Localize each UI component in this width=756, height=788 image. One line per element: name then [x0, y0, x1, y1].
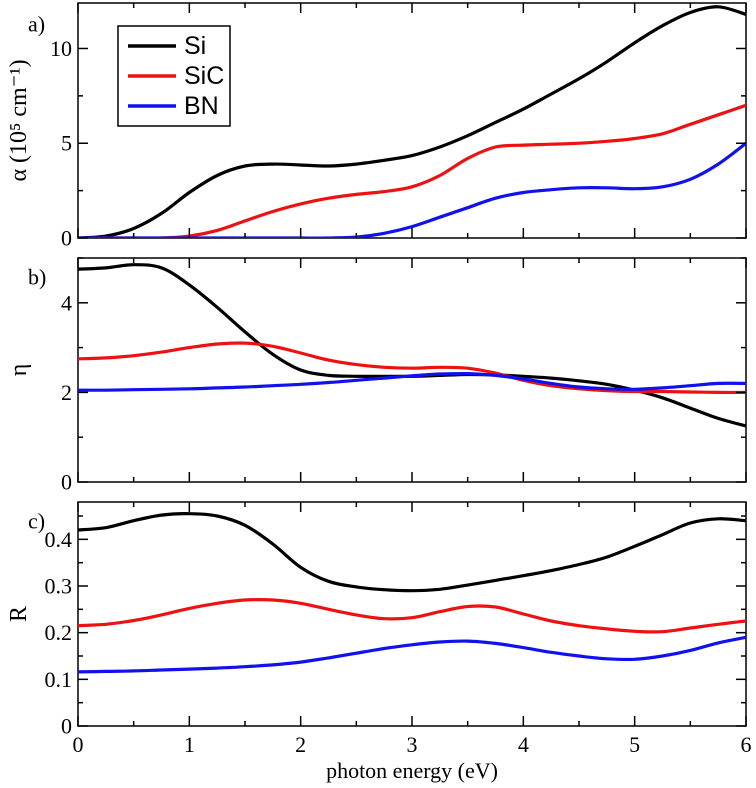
- legend-label-sic: SiC: [184, 62, 224, 90]
- panel-c: 0 0.1 0.2 0.3 0.4 0 1 2 3 4 5 6 c) R: [6, 501, 752, 757]
- panel-c-series: [78, 512, 746, 674]
- x-tick-label: 1: [184, 732, 195, 757]
- legend-label-bn: BN: [184, 92, 219, 120]
- x-axis-title: photon energy (eV): [326, 758, 498, 783]
- panel-a: 0 5 10 a) α (10⁵ cm⁻¹) Si SiC BN: [6, 2, 747, 251]
- panel-b-y-axis: 0 2 4: [61, 257, 746, 495]
- x-tick-label: 0: [73, 732, 84, 757]
- panel-a-y-tick-label: 10: [50, 36, 72, 61]
- x-tick-label: 5: [629, 732, 640, 757]
- panel-b-series-bn: [78, 371, 746, 392]
- panel-b-series-sic: [78, 341, 746, 395]
- panel-a-series-si: [78, 5, 746, 238]
- panel-c-y-axis: 0 0.1 0.2 0.3 0.4: [45, 515, 746, 739]
- panel-a-series: [78, 5, 746, 238]
- legend: Si SiC BN: [117, 25, 231, 127]
- legend-box: [117, 25, 231, 127]
- x-tick-label: 3: [407, 732, 418, 757]
- panel-c-y-axis-title: R: [6, 606, 32, 622]
- panel-b-y-tick-label: 4: [61, 290, 72, 315]
- panel-c-series-bn: [78, 635, 746, 674]
- panel-b-y-tick-label: 2: [61, 380, 72, 405]
- legend-label-si: Si: [184, 32, 206, 60]
- panel-b-y-axis-title: η: [6, 364, 32, 377]
- panel-b-label: b): [28, 265, 46, 290]
- panel-c-x-axis: 0 1 2 3 4 5 6: [73, 502, 752, 757]
- panel-c-series-si: [78, 512, 746, 593]
- panel-c-y-tick-label: 0.3: [45, 574, 73, 599]
- panel-a-y-tick-label: 5: [61, 131, 72, 156]
- panel-c-y-tick-label: 0.4: [45, 527, 73, 552]
- panel-a-label: a): [28, 12, 45, 37]
- x-tick-label: 2: [295, 732, 306, 757]
- panel-a-series-sic: [78, 103, 746, 238]
- x-tick-label: 6: [741, 732, 752, 757]
- panel-c-y-tick-label: 0: [61, 714, 72, 739]
- panel-b-series: [78, 263, 746, 428]
- panel-b: 0 2 4 b) η: [6, 257, 747, 495]
- panel-c-frame: [77, 501, 747, 727]
- panel-a-x-axis: [77, 3, 747, 238]
- panel-b-frame: [77, 257, 747, 483]
- panel-a-y-axis-title: α (10⁵ cm⁻¹): [6, 59, 32, 181]
- panel-c-y-tick-label: 0.1: [45, 667, 73, 692]
- x-tick-label: 4: [518, 732, 529, 757]
- panel-b-x-axis: [77, 258, 747, 482]
- panel-a-y-tick-label: 0: [61, 226, 72, 251]
- panel-c-y-tick-label: 0.2: [45, 620, 73, 645]
- panel-a-y-axis: 0 5 10: [50, 36, 746, 251]
- panel-c-series-sic: [78, 598, 746, 634]
- panel-b-y-tick-label: 0: [61, 470, 72, 495]
- panel-a-series-bn: [78, 141, 746, 238]
- panel-c-label: c): [28, 509, 45, 534]
- panel-b-series-si: [78, 263, 746, 428]
